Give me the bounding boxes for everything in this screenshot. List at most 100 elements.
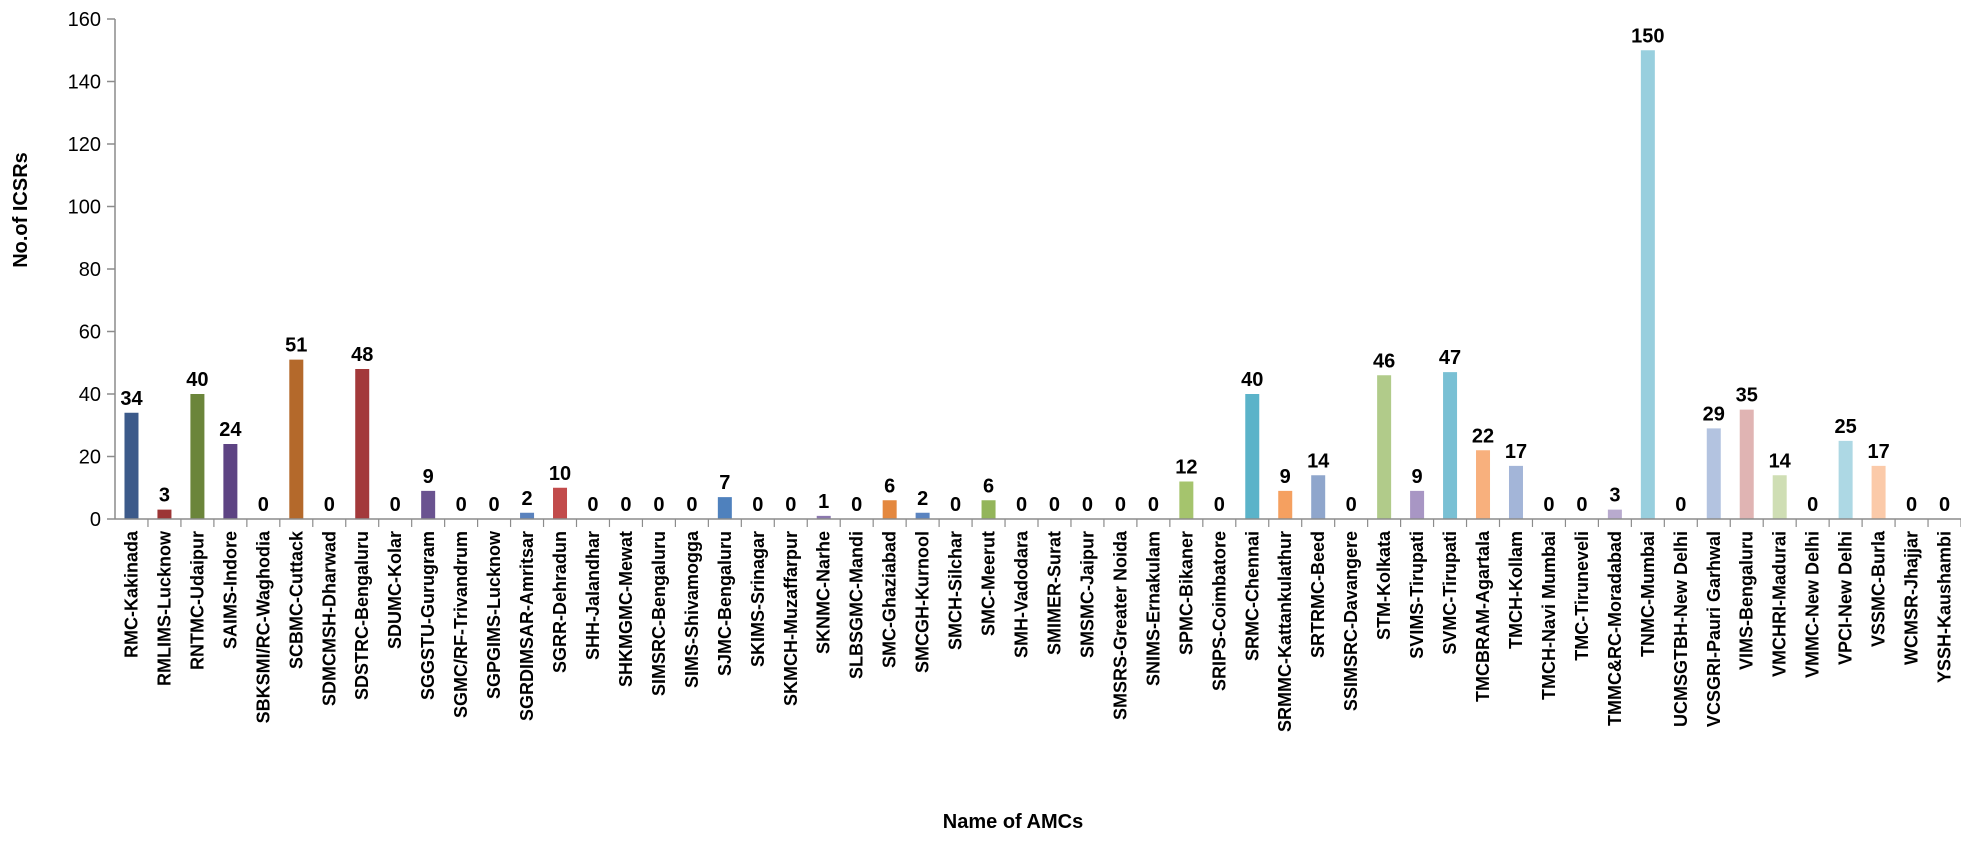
x-tick-label: TMCH-Navi Mumbai xyxy=(1539,531,1559,700)
x-tick-label: SIMSRC-Bengaluru xyxy=(649,531,669,696)
x-tick-label: TMCH-Kollam xyxy=(1506,531,1526,649)
x-tick-label: SRTRMC-Beed xyxy=(1308,531,1328,658)
data-label: 0 xyxy=(258,494,269,516)
x-tick-label: SVMC-Tirupati xyxy=(1440,531,1460,655)
bar xyxy=(223,444,238,519)
data-label: 0 xyxy=(686,494,697,516)
bar xyxy=(981,500,996,519)
bar xyxy=(1278,490,1293,519)
x-tick-label: VMMC-New Delhi xyxy=(1803,531,1823,678)
x-tick-label: SGMC/RF-Trivandrum xyxy=(451,531,471,718)
data-label: 1 xyxy=(818,491,829,513)
data-label: 0 xyxy=(950,494,961,516)
data-label: 7 xyxy=(719,472,730,494)
data-label: 0 xyxy=(1906,494,1917,516)
x-tick-label: SHKMGMC-Mewat xyxy=(616,531,636,687)
x-tick-label: SMIMER-Surat xyxy=(1044,531,1064,655)
data-label: 0 xyxy=(1675,494,1686,516)
x-tick-label: SMC-Meerut xyxy=(979,531,999,636)
data-label: 25 xyxy=(1835,416,1857,438)
data-label: 51 xyxy=(285,335,307,357)
data-label: 150 xyxy=(1631,25,1664,47)
x-tick-label: VCSGRI-Pauri Garhwal xyxy=(1704,531,1724,727)
data-label: 0 xyxy=(752,494,763,516)
data-label: 9 xyxy=(423,466,434,488)
bar xyxy=(1476,450,1491,519)
data-label: 0 xyxy=(1082,494,1093,516)
bar xyxy=(190,394,205,519)
bar xyxy=(1443,372,1458,519)
x-tick-label: SKMCH-Muzaffarpur xyxy=(781,531,801,706)
x-tick-label: SPMC-Bikaner xyxy=(1176,531,1196,655)
bar xyxy=(882,500,897,519)
data-label: 0 xyxy=(587,494,598,516)
x-tick-label: SSIMSRC-Davangere xyxy=(1341,531,1361,711)
bar xyxy=(1179,481,1194,519)
bar xyxy=(1508,465,1523,519)
data-label: 3 xyxy=(159,485,170,507)
bar xyxy=(1772,475,1787,519)
x-tick-label: SDUMC-Kolar xyxy=(385,531,405,649)
bar xyxy=(1871,465,1886,519)
x-tick-label: SMC-Ghaziabad xyxy=(880,531,900,668)
x-tick-label: SNIMS-Ernakulam xyxy=(1143,531,1163,686)
x-tick-label: SGPGIMS-Lucknow xyxy=(484,530,504,699)
x-axis: RMC-Kakinada RMLIMS-Lucknow RNTMC-Udaipur S… xyxy=(115,518,1961,732)
bar xyxy=(1706,428,1721,519)
x-tick-label: SMCGH-Kurnool xyxy=(913,531,933,673)
data-label: 0 xyxy=(1115,494,1126,516)
y-axis: 0 20 40 60 80 100 120 140 160 xyxy=(68,9,116,531)
x-tick-label: SGRR-Dehradun xyxy=(550,531,570,673)
data-label: 9 xyxy=(1280,466,1291,488)
x-tick-label: SRIPS-Coimbatore xyxy=(1209,531,1229,691)
x-tick-label: TMC-Tiruneveli xyxy=(1572,531,1592,661)
data-label: 0 xyxy=(1939,494,1950,516)
x-tick-label: RNTMC-Udaipur xyxy=(187,531,207,670)
data-label: 6 xyxy=(884,475,895,497)
x-tick-label: SCBMC-Cuttack xyxy=(286,530,306,669)
y-tick-label: 0 xyxy=(90,509,101,531)
y-tick-label: 60 xyxy=(79,322,101,344)
x-tick-label: TMCBRAM-Agartala xyxy=(1473,530,1493,702)
bar xyxy=(717,497,732,519)
data-label: 0 xyxy=(1049,494,1060,516)
x-tick-label: SDSTRC-Bengaluru xyxy=(352,531,372,700)
y-tick-label: 140 xyxy=(68,72,101,94)
x-tick-label: SVIMS-Tirupati xyxy=(1407,531,1427,659)
x-tick-label: SMCH-Silchar xyxy=(946,531,966,650)
data-label: 14 xyxy=(1307,450,1330,472)
bar xyxy=(520,512,535,519)
data-label: 46 xyxy=(1373,350,1395,372)
x-tick-label: SMH-Vadodara xyxy=(1012,530,1032,658)
bar xyxy=(1640,50,1655,519)
data-label: 17 xyxy=(1505,441,1527,463)
x-tick-label: SBKSMI/RC-Waghodia xyxy=(253,530,273,723)
y-axis-title: No.of ICSRs xyxy=(10,152,32,268)
x-tick-label: STM-Kolkata xyxy=(1374,530,1394,640)
data-label: 0 xyxy=(489,494,500,516)
x-tick-label: SRMMC-Kattankulathur xyxy=(1275,531,1295,732)
y-tick-label: 40 xyxy=(79,384,101,406)
data-label: 40 xyxy=(186,369,208,391)
x-tick-label: TMMC&RC-Moradabad xyxy=(1605,531,1625,726)
data-label: 0 xyxy=(1148,494,1159,516)
x-tick-label: SMSMC-Jaipur xyxy=(1077,531,1097,658)
bar xyxy=(355,369,370,519)
data-label: 34 xyxy=(120,388,143,410)
x-tick-label: SKIMS-Srinagar xyxy=(748,531,768,667)
data-label: 0 xyxy=(1807,494,1818,516)
data-label: 35 xyxy=(1736,385,1758,407)
data-label: 2 xyxy=(521,488,532,510)
bar xyxy=(816,515,831,519)
x-tick-label: WCMSR-Jhajjar xyxy=(1902,531,1922,665)
bar xyxy=(915,512,930,519)
data-label: 48 xyxy=(351,344,373,366)
x-tick-label: RMC-Kakinada xyxy=(121,530,141,658)
x-tick-label: SLBSGMC-Mandi xyxy=(847,531,867,679)
y-tick-label: 100 xyxy=(68,197,101,219)
x-tick-label: SJMC-Bengaluru xyxy=(715,531,735,676)
x-tick-label: SMSRS-Greater Noida xyxy=(1110,530,1130,720)
bar xyxy=(289,359,304,519)
